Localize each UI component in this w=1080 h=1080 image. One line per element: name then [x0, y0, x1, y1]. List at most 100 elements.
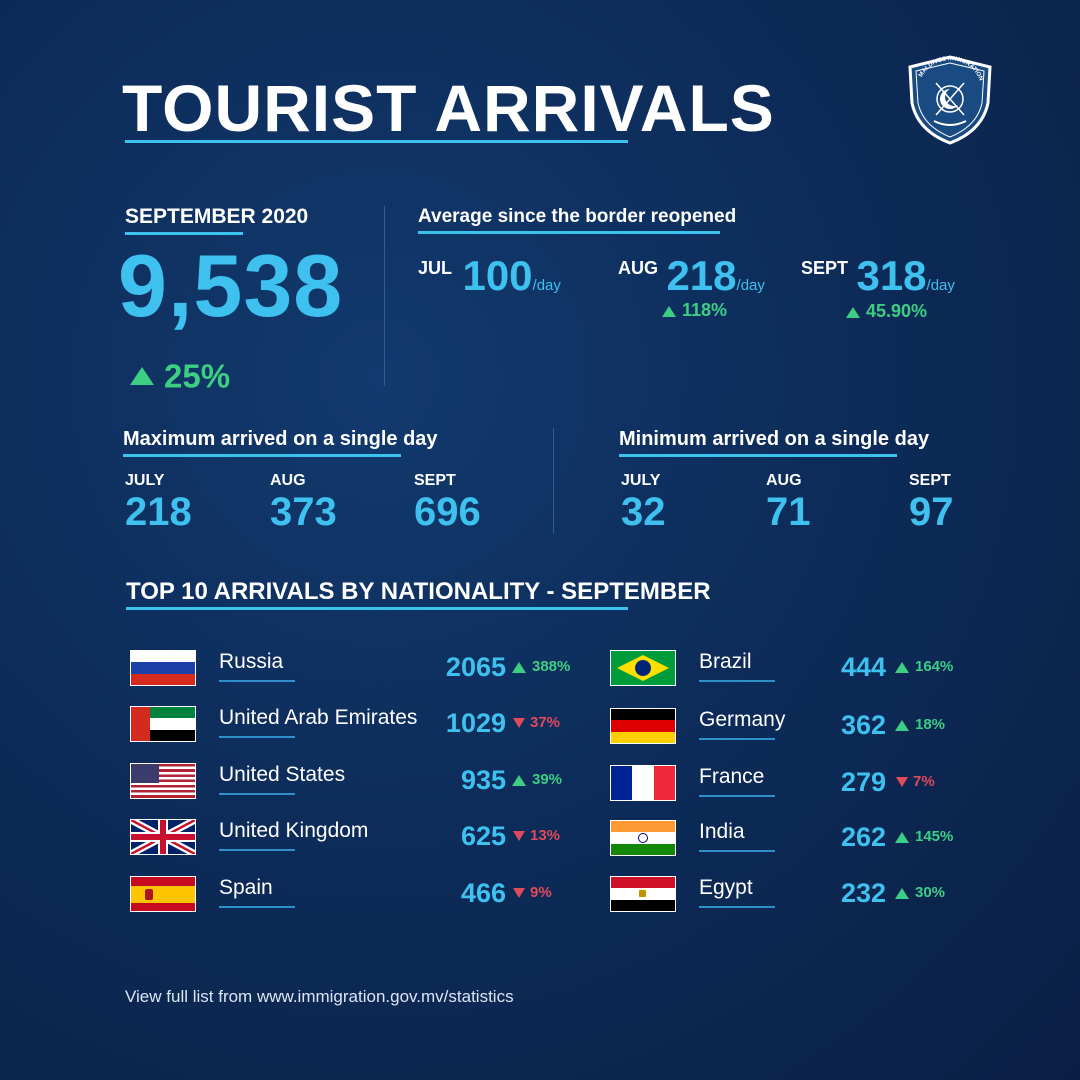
change-up: 39%	[512, 771, 562, 788]
emblem-shield-icon: MALDIVES IMMIGRATION	[906, 53, 994, 147]
country-name: India	[699, 820, 745, 843]
change-up: 145%	[895, 828, 953, 845]
up-arrow-icon	[895, 719, 909, 731]
uk-flag-icon	[130, 819, 196, 855]
india-flag-icon	[610, 820, 676, 856]
change-up: 30%	[895, 884, 945, 901]
country-name: Russia	[219, 650, 284, 673]
maximum-underline	[123, 454, 401, 457]
country-underline	[219, 906, 295, 908]
list-item: France 279 7%	[610, 763, 970, 803]
avg-aug-change: 118%	[662, 300, 727, 321]
down-arrow-icon	[513, 888, 525, 899]
arrival-count: 362	[840, 710, 886, 740]
down-arrow-icon	[896, 777, 908, 788]
country-name: Germany	[699, 708, 786, 731]
list-item: India 262 145%	[610, 818, 970, 858]
arrival-count: 262	[840, 822, 886, 852]
change-down: 13%	[513, 827, 560, 844]
max-aug: AUG 373	[270, 472, 337, 534]
country-name: Egypt	[699, 876, 753, 899]
brazil-flag-icon	[610, 650, 676, 686]
up-arrow-icon	[512, 661, 526, 673]
country-underline	[219, 680, 295, 682]
germany-flag-icon	[610, 708, 676, 744]
up-arrow-icon	[662, 305, 676, 317]
avg-sept-change: 45.90%	[846, 301, 927, 322]
up-arrow-icon	[512, 774, 526, 786]
country-name: Spain	[219, 876, 273, 899]
average-label: Average since the border reopened	[418, 206, 737, 227]
country-underline	[699, 850, 775, 852]
country-underline	[699, 795, 775, 797]
month-change: 25%	[130, 355, 230, 395]
arrival-count: 625	[460, 821, 506, 851]
change-down: 7%	[896, 773, 935, 790]
list-item: Brazil 444 164%	[610, 648, 970, 688]
arrival-count: 2065	[445, 652, 506, 682]
change-down: 9%	[513, 884, 552, 901]
russia-flag-icon	[130, 650, 196, 686]
country-name: Brazil	[699, 650, 752, 673]
spain-flag-icon	[130, 876, 196, 912]
minimum-label: Minimum arrived on a single day	[619, 428, 930, 450]
min-july: JULY 32	[621, 472, 666, 534]
list-item: United States 935 39%	[130, 761, 580, 801]
list-item: Germany 362 18%	[610, 706, 970, 746]
arrival-count: 1029	[445, 708, 506, 738]
title-underline	[125, 140, 628, 143]
country-underline	[699, 906, 775, 908]
average-underline	[418, 231, 720, 234]
list-item: United Kingdom 625 13%	[130, 817, 580, 857]
divider	[553, 428, 554, 534]
egypt-flag-icon	[610, 876, 676, 912]
up-arrow-icon	[130, 367, 154, 386]
up-arrow-icon	[846, 306, 860, 318]
arrival-count: 279	[840, 767, 886, 797]
avg-sept: SEPT 318/day	[801, 252, 955, 299]
month-label: SEPTEMBER 2020	[125, 205, 309, 228]
country-underline	[219, 849, 295, 851]
max-july: JULY 218	[125, 472, 192, 534]
country-underline	[219, 793, 295, 795]
france-flag-icon	[610, 765, 676, 801]
down-arrow-icon	[513, 831, 525, 842]
country-name: United States	[219, 763, 346, 786]
up-arrow-icon	[895, 831, 909, 843]
month-total: 9,538	[118, 236, 344, 335]
top10-underline	[126, 607, 628, 610]
arrival-count: 444	[840, 652, 886, 682]
country-name: United Arab Emirates	[219, 706, 418, 729]
avg-aug: AUG 218/day	[618, 252, 765, 299]
max-sept: SEPT 696	[414, 472, 481, 534]
country-underline	[699, 738, 775, 740]
divider	[384, 206, 385, 386]
list-item: United Arab Emirates 1029 37%	[130, 704, 580, 744]
min-sept: SEPT 97	[909, 472, 954, 534]
min-aug: AUG 71	[766, 472, 811, 534]
month-underline	[125, 232, 243, 235]
list-item: Russia 2065 388%	[130, 648, 580, 688]
page-title: TOURIST ARRIVALS	[122, 71, 775, 145]
minimum-underline	[619, 454, 897, 457]
country-name: United Kingdom	[219, 819, 369, 842]
top10-label: TOP 10 ARRIVALS BY NATIONALITY - SEPTEMB…	[126, 578, 711, 605]
country-name: France	[699, 765, 765, 788]
footer-link-text: View full list from www.immigration.gov.…	[125, 987, 514, 1006]
change-up: 388%	[512, 658, 570, 675]
change-up: 18%	[895, 716, 945, 733]
arrival-count: 935	[460, 765, 506, 795]
change-up: 164%	[895, 658, 953, 675]
arrival-count: 466	[460, 878, 506, 908]
maximum-label: Maximum arrived on a single day	[123, 428, 438, 450]
country-underline	[699, 680, 775, 682]
uae-flag-icon	[130, 706, 196, 742]
up-arrow-icon	[895, 887, 909, 899]
change-down: 37%	[513, 714, 560, 731]
usa-flag-icon	[130, 763, 196, 799]
list-item: Spain 466 9%	[130, 874, 580, 914]
arrival-count: 232	[840, 878, 886, 908]
down-arrow-icon	[513, 718, 525, 729]
country-underline	[219, 736, 295, 738]
list-item: Egypt 232 30%	[610, 874, 970, 914]
